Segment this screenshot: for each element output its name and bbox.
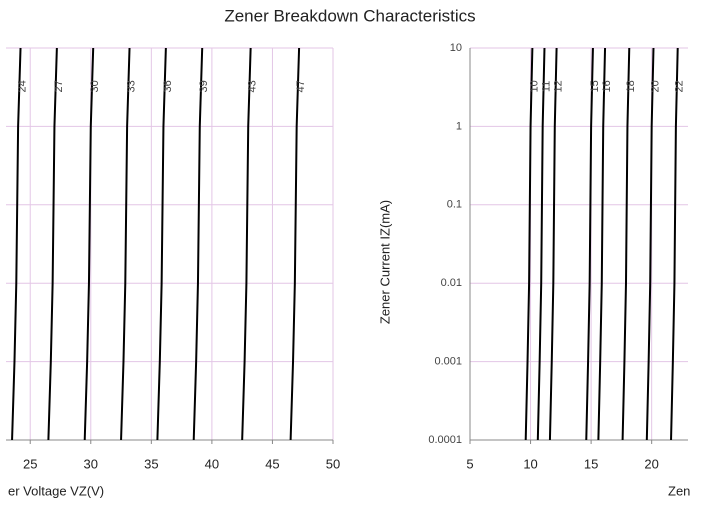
series-label: 33: [125, 80, 137, 92]
x-tick-label: 35: [144, 456, 158, 471]
series-line: [120, 47, 131, 441]
y-tick-label: 0.01: [441, 277, 462, 289]
series-line: [47, 47, 58, 441]
series-label: 10: [528, 80, 540, 92]
x-tick-label: 15: [584, 456, 598, 471]
series-line: [597, 47, 607, 441]
series-line: [670, 47, 679, 441]
x-tick-label: 50: [326, 456, 340, 471]
x-tick-label: 30: [84, 456, 98, 471]
x-tick-label: 5: [466, 456, 473, 471]
series-label: 16: [601, 80, 613, 92]
y-tick-label: 10: [450, 42, 462, 54]
series-line: [548, 47, 558, 441]
y-tick-label: 1: [456, 120, 462, 132]
chart-title: Zener Breakdown Characteristics: [224, 6, 475, 25]
series-label: 30: [89, 80, 101, 92]
series-label: 15: [589, 80, 601, 92]
series-line: [524, 47, 534, 441]
series-line: [585, 47, 594, 441]
series-label: 47: [295, 80, 307, 92]
x-axis-label: Zen: [668, 483, 690, 498]
series-line: [289, 47, 301, 441]
y-tick-label: 0.001: [434, 356, 462, 368]
x-tick-label: 40: [205, 456, 219, 471]
series-label: 18: [625, 80, 637, 92]
series-label: 12: [553, 80, 565, 92]
x-tick-label: 20: [644, 456, 658, 471]
x-tick-label: 45: [265, 456, 279, 471]
series-line: [156, 47, 167, 441]
series-line: [621, 47, 631, 441]
series-line: [192, 47, 204, 441]
y-tick-label: 0.0001: [428, 434, 462, 446]
series-label: 11: [540, 81, 552, 92]
series-label: 22: [674, 80, 686, 92]
series-label: 27: [53, 80, 65, 92]
x-tick-label: 25: [23, 456, 37, 471]
series-line: [241, 47, 252, 441]
series-line: [536, 47, 546, 441]
y-tick-label: 0.1: [447, 199, 462, 211]
series-label: 20: [649, 80, 661, 92]
series-label: 43: [247, 80, 259, 92]
series-label: 39: [198, 80, 210, 92]
series-label: 24: [16, 80, 28, 92]
series-label: 36: [162, 80, 174, 92]
series-line: [11, 47, 22, 441]
x-axis-label: er Voltage VZ(V): [8, 483, 104, 498]
y-axis-label: Zener Current IZ(mA): [377, 200, 392, 324]
series-line: [83, 47, 95, 441]
series-line: [645, 47, 655, 441]
x-tick-label: 10: [523, 456, 537, 471]
